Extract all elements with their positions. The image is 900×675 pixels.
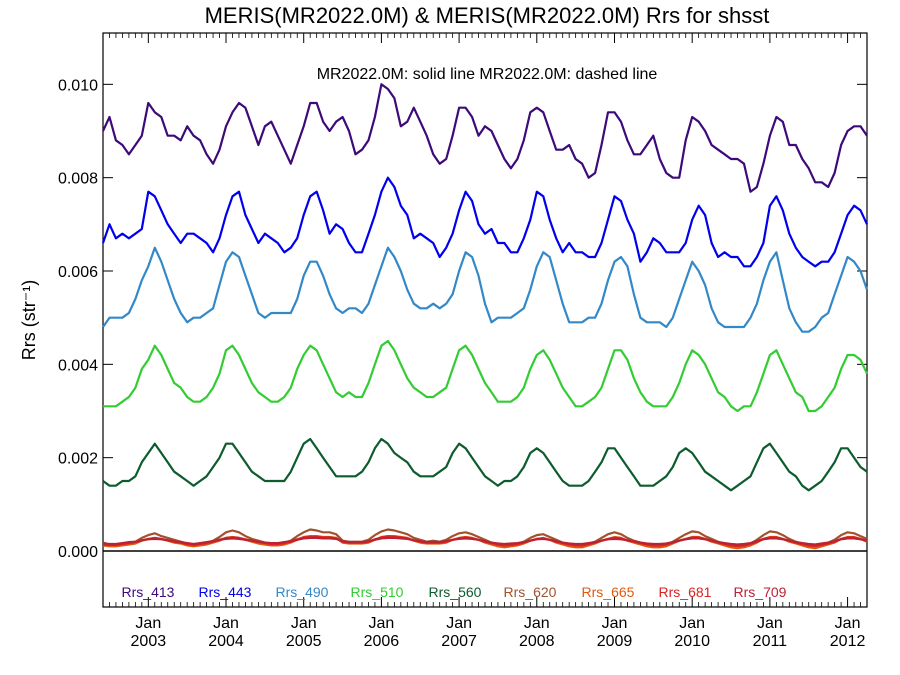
series-line-rrs-560 xyxy=(102,437,868,492)
x-tick-month: Jan xyxy=(446,615,472,632)
y-tick-label: 0.008 xyxy=(58,171,98,188)
legend-entry-rrs-560: Rrs_560 xyxy=(429,584,482,600)
y-tick-label: 0.006 xyxy=(58,264,98,281)
legend-entry-rrs-665: Rrs_665 xyxy=(582,584,635,600)
x-tick-year: 2012 xyxy=(830,633,866,650)
series-line-rrs-490 xyxy=(102,246,869,333)
x-tick-year: 2004 xyxy=(208,633,244,650)
series-line-rrs-413 xyxy=(102,83,868,193)
y-tick-label: 0.004 xyxy=(58,357,98,374)
y-tick-label: 0.002 xyxy=(58,451,98,468)
legend-entry-rrs-413: Rrs_413 xyxy=(122,584,175,600)
legend-entry-rrs-510: Rrs_510 xyxy=(351,584,404,600)
y-tick-label: 0.010 xyxy=(58,77,98,94)
x-tick-month: Jan xyxy=(679,615,705,632)
series-line-rrs-443 xyxy=(101,176,868,268)
series-line-rrs-510 xyxy=(103,339,868,413)
x-tick-year: 2003 xyxy=(131,633,167,650)
x-tick-month: Jan xyxy=(602,615,628,632)
x-tick-year: 2008 xyxy=(519,633,555,650)
x-tick-year: 2007 xyxy=(441,633,477,650)
legend-entry-rrs-620: Rrs_620 xyxy=(504,584,557,600)
x-tick-month: Jan xyxy=(135,615,161,632)
x-axis-ticks: Jan2003Jan2004Jan2005Jan2006Jan2007Jan20… xyxy=(102,33,868,650)
x-tick-month: Jan xyxy=(369,615,395,632)
y-axis-label: Rrs (str⁻¹) xyxy=(19,280,39,360)
plot-frame xyxy=(102,32,868,608)
legend: Rrs_413 Rrs_443 Rrs_490 Rrs_510 Rrs_560 Rrs_6… xyxy=(122,584,787,600)
legend-entry-rrs-490: Rrs_490 xyxy=(276,584,329,600)
chart-title: MERIS(MR2022.0M) & MERIS(MR2022.0M) Rrs … xyxy=(205,3,770,28)
x-tick-month: Jan xyxy=(524,615,550,632)
x-tick-year: 2006 xyxy=(364,633,400,650)
x-tick-year: 2010 xyxy=(674,633,710,650)
x-tick-year: 2011 xyxy=(753,633,788,650)
x-tick-month: Jan xyxy=(757,615,783,632)
x-tick-year: 2009 xyxy=(597,633,633,650)
x-tick-month: Jan xyxy=(291,615,317,632)
y-tick-label: 0.000 xyxy=(58,544,98,561)
series-line-rrs-709 xyxy=(102,536,868,546)
legend-entry-rrs-443: Rrs_443 xyxy=(199,584,252,600)
y-axis-ticks: 0.000 0.002 0.004 0.006 0.008 0.010 xyxy=(58,77,867,561)
legend-entry-rrs-681: Rrs_681 xyxy=(659,584,712,600)
legend-entry-rrs-709: Rrs_709 xyxy=(734,584,787,600)
series-lines xyxy=(101,83,869,550)
x-tick-month: Jan xyxy=(213,615,239,632)
x-tick-month: Jan xyxy=(835,615,861,632)
line-style-annotation: MR2022.0M: solid line MR2022.0M: dashed … xyxy=(317,66,658,83)
x-tick-year: 2005 xyxy=(286,633,322,650)
